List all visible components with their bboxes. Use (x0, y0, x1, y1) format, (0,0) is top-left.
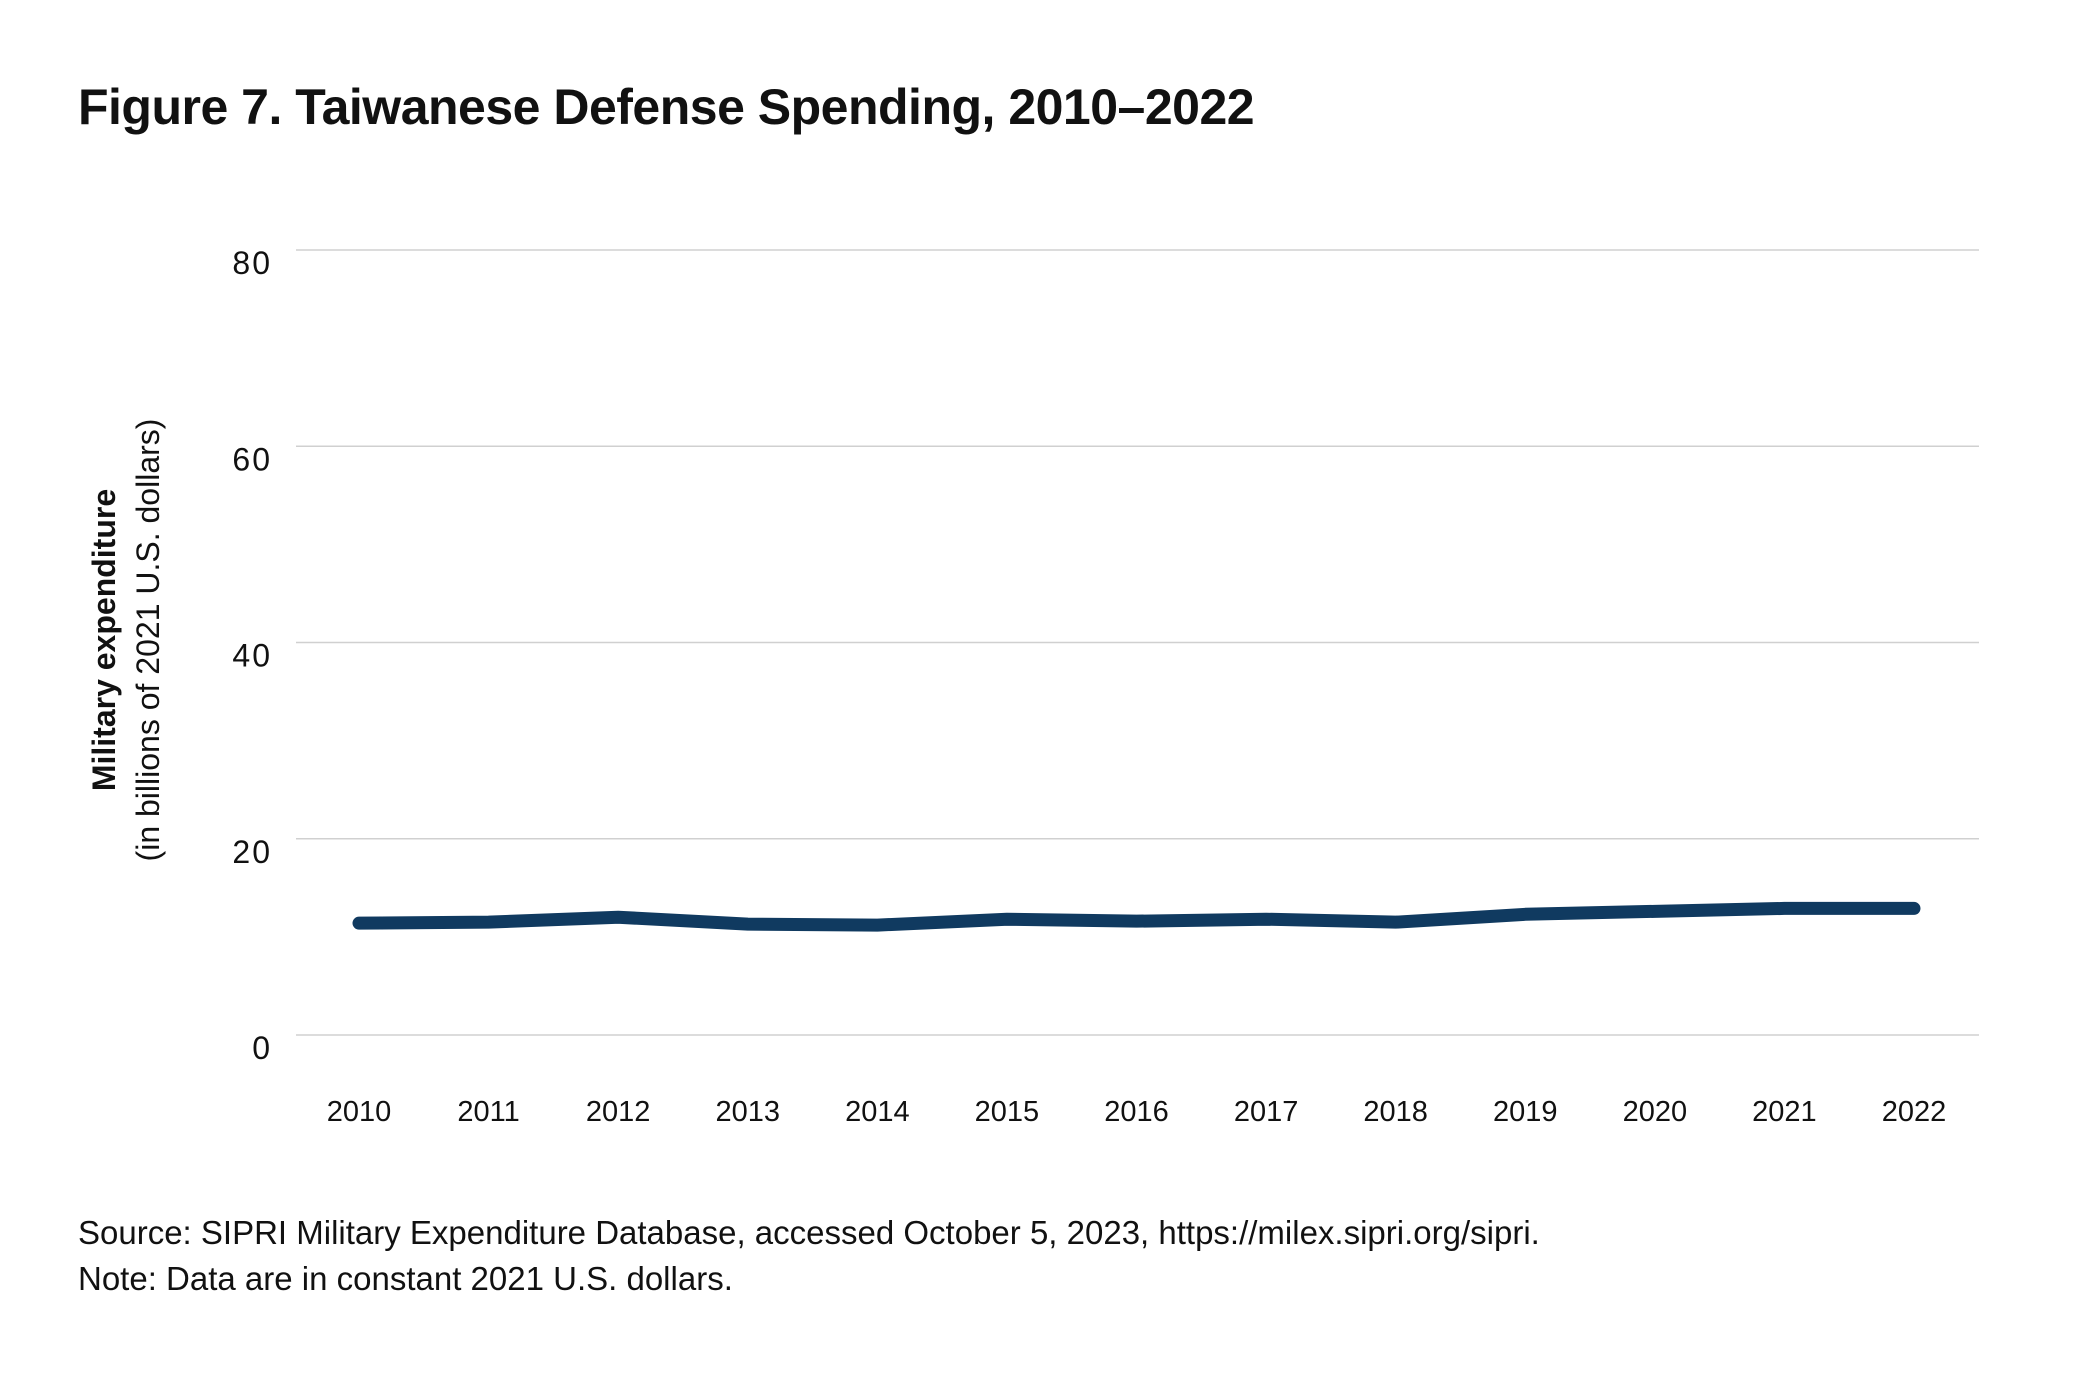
x-tick-label: 2015 (975, 1096, 1040, 1128)
series-line (352, 901, 1921, 932)
x-tick-label: 2014 (845, 1096, 910, 1128)
x-tick-label: 2012 (586, 1096, 651, 1128)
y-tick-label: 0 (252, 1030, 272, 1066)
y-tick-label: 80 (232, 245, 272, 281)
y-tick-label: 60 (232, 441, 272, 477)
x-tick-label: 2016 (1104, 1096, 1169, 1128)
y-axis-title-main: Military expenditure (86, 488, 122, 792)
y-axis-title: Military expenditure (in billions of 202… (82, 419, 170, 862)
x-tick-label: 2013 (715, 1096, 780, 1128)
x-tick-label: 2011 (457, 1096, 519, 1128)
data-note: Note: Data are in constant 2021 U.S. dol… (78, 1260, 733, 1297)
source-note: Source: SIPRI Military Expenditure Datab… (78, 1214, 1540, 1251)
y-axis-title-sub: (in billions of 2021 U.S. dollars) (130, 418, 166, 862)
x-tick-label: 2022 (1882, 1096, 1947, 1128)
y-tick-label: 40 (232, 638, 272, 674)
x-tick-label: 2019 (1493, 1096, 1558, 1128)
x-tick-label: 2018 (1363, 1096, 1428, 1128)
x-tick-label: 2010 (327, 1096, 392, 1128)
x-tick-label: 2017 (1234, 1096, 1299, 1128)
x-tick-label: 2020 (1623, 1096, 1688, 1128)
chart-title: Figure 7. Taiwanese Defense Spending, 20… (78, 79, 1255, 135)
y-tick-label: 20 (232, 834, 272, 870)
x-tick-label: 2021 (1752, 1096, 1817, 1128)
